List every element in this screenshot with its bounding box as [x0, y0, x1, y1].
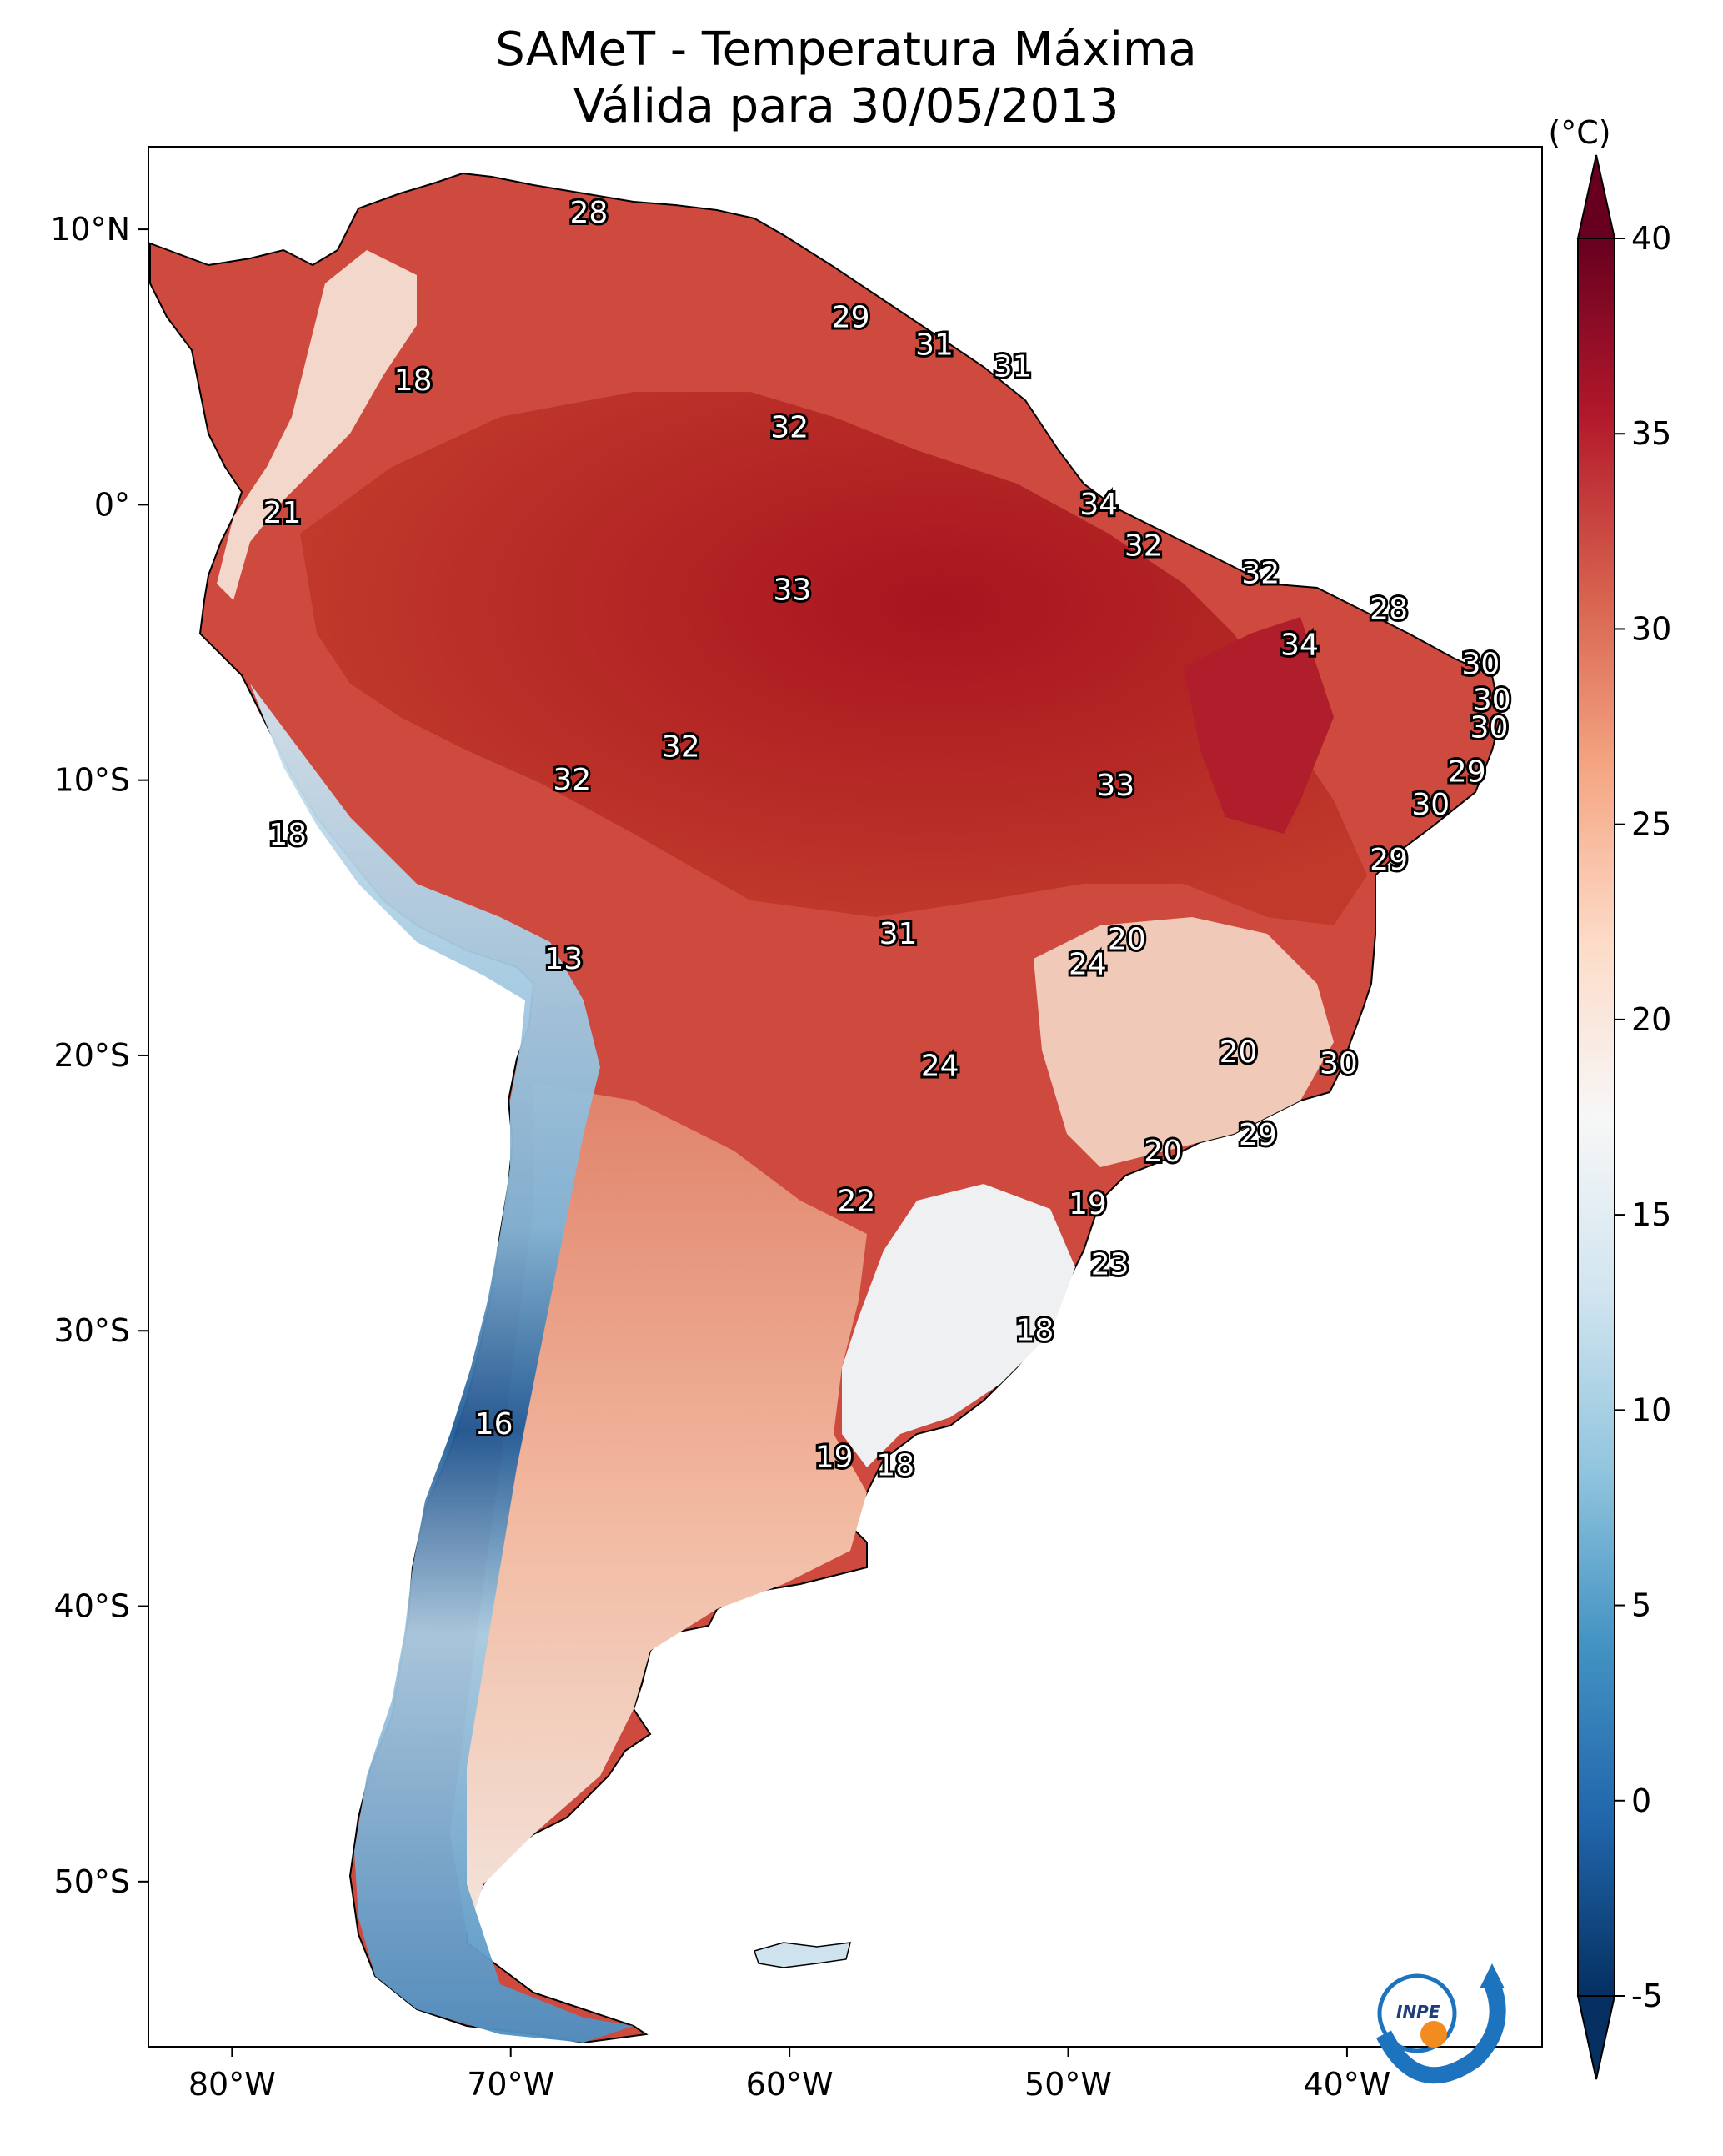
northeast-hot-zone — [1184, 617, 1334, 834]
station-temperature-label: 33 — [774, 573, 812, 607]
temperature-field — [149, 172, 1502, 2044]
map-title-line-2: Válida para 30/05/2013 — [573, 79, 1119, 133]
station-temperature-label: 29 — [1448, 755, 1486, 789]
amazon-hot-zone — [300, 392, 1367, 925]
y-tick-label: 50°S — [54, 1863, 130, 1900]
colorbar-tick-label: 30 — [1631, 610, 1671, 647]
station-temperature-label: 20 — [1108, 923, 1146, 957]
station-temperature-label: 19 — [815, 1441, 854, 1475]
x-tick-label: 50°W — [1024, 2066, 1112, 2103]
station-temperature-label: 30 — [1470, 710, 1509, 745]
station-temperature-label: 28 — [1370, 592, 1408, 626]
station-temperature-label: 30 — [1320, 1046, 1358, 1081]
colorbar-ticks: 40 35 30 25 20 15 10 5 0 -5 — [1615, 220, 1671, 2014]
x-tick-label: 40°W — [1303, 2066, 1390, 2103]
x-tick-label: 70°W — [467, 2066, 554, 2103]
station-temperature-label: 31 — [879, 917, 918, 951]
station-temperature-label: 28 — [569, 196, 608, 230]
map-title-line-1: SAMeT - Temperatura Máxima — [495, 23, 1197, 77]
station-temperature-label: 32 — [553, 763, 591, 797]
station-temperature-label: 24 — [921, 1050, 959, 1084]
colorbar-tick-label: 25 — [1631, 806, 1671, 843]
station-temperature-label: 19 — [1069, 1187, 1107, 1221]
station-temperature-label: 18 — [1015, 1314, 1054, 1348]
inpe-logo: INPE — [1376, 1963, 1506, 2084]
station-temperature-label: 22 — [837, 1185, 875, 1219]
colorbar-tick-label: -5 — [1631, 1978, 1663, 2014]
station-temperature-label: 16 — [475, 1407, 513, 1442]
station-temperature-label: 30 — [1411, 788, 1450, 822]
station-temperature-label: 31 — [994, 350, 1032, 384]
station-temperature-label: 23 — [1091, 1247, 1129, 1281]
inpe-logo-ring-icon — [1377, 1973, 1457, 2053]
station-temperature-label: 18 — [876, 1449, 914, 1483]
x-tick-label: 60°W — [746, 2066, 834, 2103]
station-temperature-label: 32 — [1241, 556, 1280, 590]
colorbar-tick-label: 40 — [1631, 220, 1671, 257]
station-temperature-label: 34 — [1079, 488, 1118, 522]
station-temperature-label: 20 — [1220, 1035, 1258, 1070]
y-tick-label: 10°N — [50, 211, 130, 248]
station-temperature-label: 29 — [1370, 843, 1408, 877]
colorbar-tick-label: 35 — [1631, 415, 1671, 452]
station-temperature-label: 32 — [662, 730, 700, 765]
station-temperature-label: 30 — [1473, 683, 1511, 717]
inpe-logo-dot-icon — [1420, 2021, 1447, 2048]
station-temperature-label: 29 — [832, 300, 870, 334]
colorbar-body — [1577, 238, 1615, 1997]
y-tick-label: 30°S — [54, 1312, 130, 1349]
colombia-andes-cool-zone — [217, 250, 417, 600]
south-cool-zone — [842, 1184, 1075, 1467]
station-temperature-label: 34 — [1280, 628, 1319, 662]
inpe-logo-arrow-icon — [1376, 1981, 1506, 2084]
colorbar-tick-label: 0 — [1631, 1782, 1651, 1819]
andes-cold-zone — [250, 684, 634, 2043]
colorbar-tick-label: 15 — [1631, 1196, 1671, 1233]
y-tick-label: 10°S — [54, 762, 130, 799]
southeast-mild-zone — [1034, 917, 1334, 1167]
station-temperature-label: 32 — [1124, 529, 1163, 563]
x-tick-label: 80°W — [188, 2066, 276, 2103]
colorbar-top-extension — [1576, 154, 1616, 239]
station-temperature-label: 18 — [268, 818, 307, 852]
colorbar-tick-label: 20 — [1631, 1001, 1671, 1038]
argentina-warm-zone — [450, 1084, 867, 1934]
station-temperature-label: 21 — [263, 496, 302, 530]
x-axis-ticks: 80°W 70°W 60°W 50°W 40°W — [188, 2047, 1390, 2103]
y-tick-label: 0° — [94, 486, 130, 523]
y-axis-ticks: 10°N 0° 10°S 20°S 30°S 40°S 50°S — [50, 211, 148, 1900]
y-tick-label: 20°S — [54, 1037, 130, 1074]
inpe-logo-text: INPE — [1396, 2002, 1440, 2022]
station-temperature-label: 31 — [915, 328, 954, 362]
station-temperature-label: 24 — [1069, 947, 1107, 981]
inpe-logo-arrowhead-icon — [1480, 1963, 1505, 1988]
station-temperature-label: 20 — [1144, 1135, 1182, 1169]
station-temperature-label: 33 — [1096, 769, 1134, 803]
station-temperature-label: 30 — [1462, 647, 1500, 681]
station-temperature-label: 18 — [394, 364, 433, 398]
colorbar-tick-label: 5 — [1631, 1587, 1651, 1624]
colorbar-tick-label: 10 — [1631, 1391, 1671, 1428]
station-temperature-label: 29 — [1239, 1118, 1277, 1152]
colorbar-bottom-extension — [1576, 1995, 1616, 2080]
colorbar-unit-label: (°C) — [1548, 114, 1610, 151]
colorbar: (°C) 40 35 30 25 20 15 10 5 0 -5 — [1548, 114, 1671, 2080]
station-temperature-label: 13 — [544, 942, 583, 976]
y-tick-label: 40°S — [54, 1588, 130, 1625]
station-temperature-label: 32 — [770, 410, 809, 444]
falkland-islands — [754, 1942, 851, 1968]
